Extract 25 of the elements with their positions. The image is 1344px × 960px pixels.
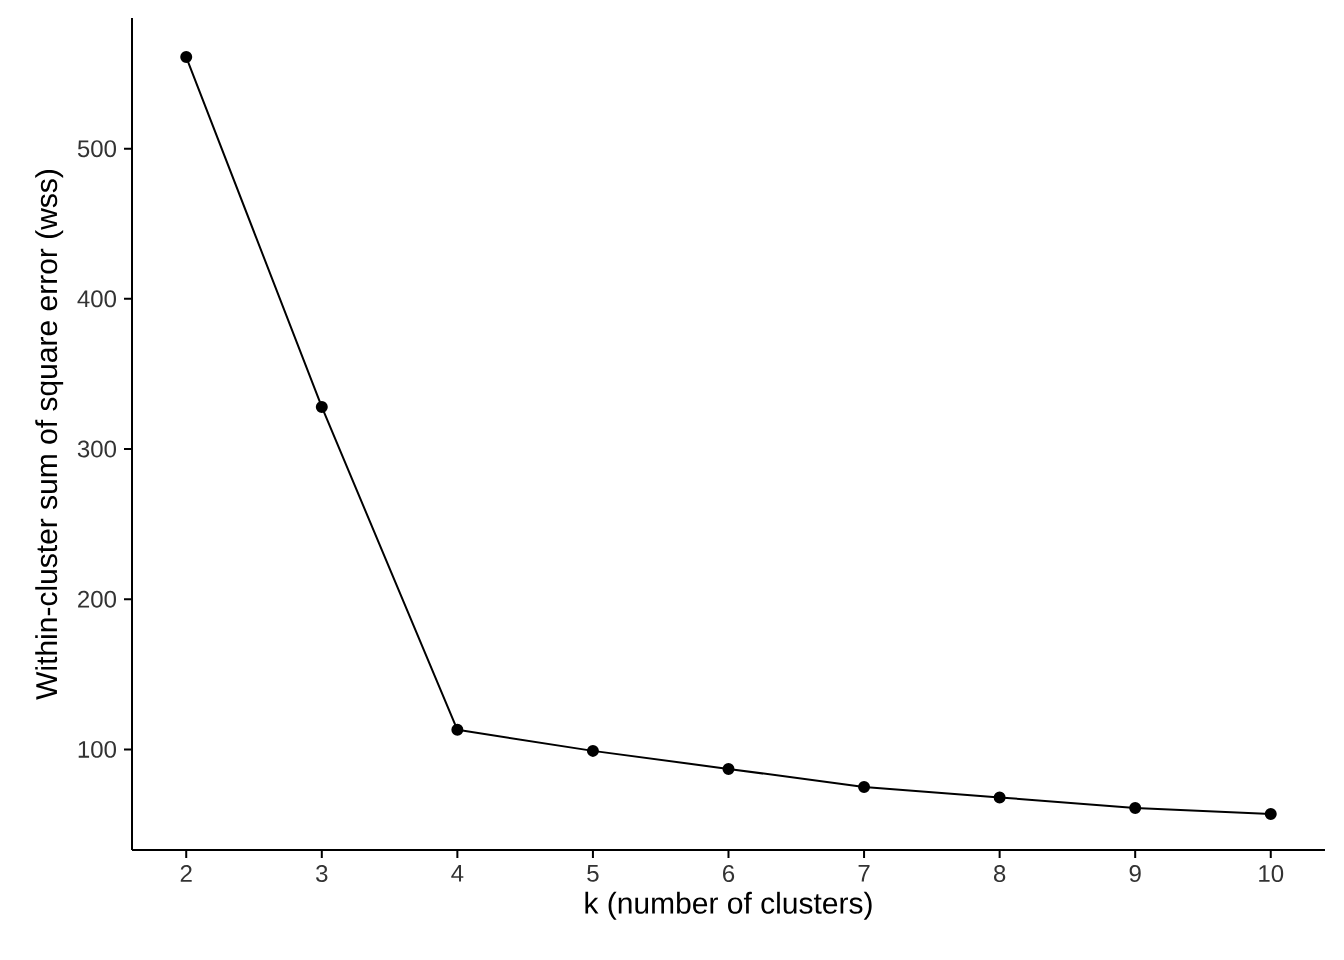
point — [858, 780, 871, 793]
y-tick-label: 200 — [78, 590, 116, 608]
x-tick-label: 4 — [451, 865, 464, 882]
y-tick-label: 500 — [77, 140, 116, 158]
x-tick-label: 5 — [587, 865, 599, 882]
x-axis-title: k (number of clusters) — [585, 891, 872, 920]
point — [1129, 801, 1142, 814]
x-tick-label: 9 — [1129, 865, 1141, 883]
point — [180, 51, 193, 64]
x-tick-label: 2 — [180, 865, 192, 882]
y-tick-label: 300 — [77, 440, 116, 458]
y-tick-label: 400 — [77, 290, 116, 308]
point — [722, 762, 735, 775]
y-tick-label: 100 — [78, 740, 116, 758]
x-tick-label: 10 — [1259, 865, 1284, 883]
x-tick-label: 6 — [723, 865, 735, 883]
point — [1264, 807, 1277, 820]
point — [586, 744, 599, 757]
point — [315, 400, 328, 413]
point — [451, 723, 464, 736]
y-axis-title: Within-cluster sum of square error (wss) — [35, 170, 64, 700]
x-tick-label: 7 — [858, 865, 870, 882]
x-tick-label: 3 — [316, 865, 328, 883]
point — [993, 791, 1006, 804]
x-tick-label: 8 — [993, 865, 1006, 883]
